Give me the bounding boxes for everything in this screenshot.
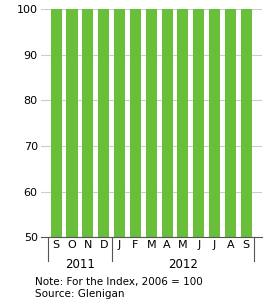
Bar: [114, 0, 125, 237]
Bar: [66, 0, 77, 237]
Text: 2011: 2011: [65, 258, 95, 271]
Bar: [241, 0, 252, 237]
Bar: [161, 0, 173, 237]
Bar: [193, 0, 204, 237]
Bar: [177, 0, 188, 237]
Text: Note: For the Index, 2006 = 100: Note: For the Index, 2006 = 100: [35, 277, 203, 287]
Text: Source: Glenigan: Source: Glenigan: [35, 289, 124, 299]
Bar: [82, 0, 93, 237]
Bar: [209, 0, 220, 237]
Text: 2012: 2012: [168, 258, 198, 271]
Bar: [146, 0, 157, 237]
Bar: [130, 0, 141, 237]
Bar: [50, 0, 62, 237]
Bar: [225, 0, 236, 237]
Bar: [98, 0, 109, 237]
